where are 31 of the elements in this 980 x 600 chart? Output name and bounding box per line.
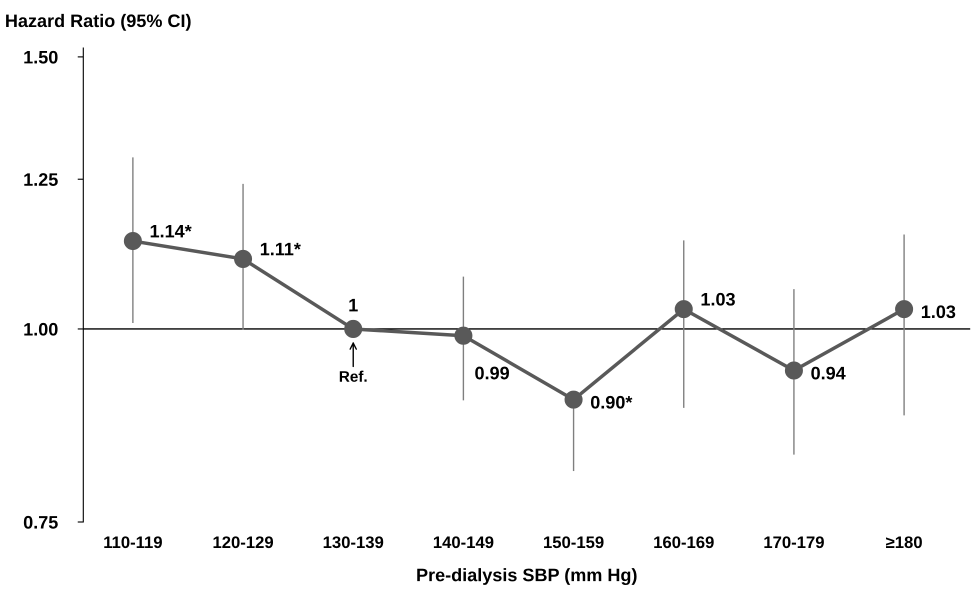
- point: [124, 232, 142, 250]
- data-label: 1: [349, 298, 358, 312]
- x-tick-label: 130-139: [324, 536, 384, 548]
- y-tick-label: 1.00: [24, 322, 58, 336]
- point: [454, 326, 472, 345]
- data-label: 0.99: [475, 366, 509, 380]
- x-tick-label: 140-149: [434, 536, 494, 548]
- x-tick-label: 150-159: [544, 536, 604, 548]
- point: [564, 390, 583, 409]
- data-label: 1.11*: [260, 242, 301, 256]
- data-label: 1.14*: [150, 224, 192, 238]
- annotation: Ref.: [340, 370, 367, 382]
- x-tick-label: 110-119: [104, 536, 162, 548]
- data-label: 0.90*: [590, 396, 632, 409]
- data-label: 0.94: [811, 366, 846, 380]
- point: [784, 361, 803, 380]
- y-tick-label: 0.75: [24, 516, 58, 529]
- x-tick-label: ≥180: [886, 536, 922, 548]
- point: [344, 320, 362, 338]
- y-tick-label: 1.25: [24, 173, 58, 186]
- x-tick-label: 170-179: [764, 536, 824, 548]
- y-axis-title: Hazard Ratio (95% CI): [6, 14, 191, 31]
- data-label: 1.03: [922, 305, 956, 318]
- data-label: 1.03: [702, 292, 735, 306]
- point: [674, 300, 693, 318]
- point: [234, 250, 252, 268]
- x-axis-title: Pre-dialysis SBP (mm Hg): [417, 568, 637, 585]
- x-tick-label: 160-169: [654, 536, 714, 548]
- y-tick-label: 1.50: [24, 50, 58, 64]
- x-tick-label: 120-129: [214, 536, 274, 548]
- point: [895, 300, 914, 318]
